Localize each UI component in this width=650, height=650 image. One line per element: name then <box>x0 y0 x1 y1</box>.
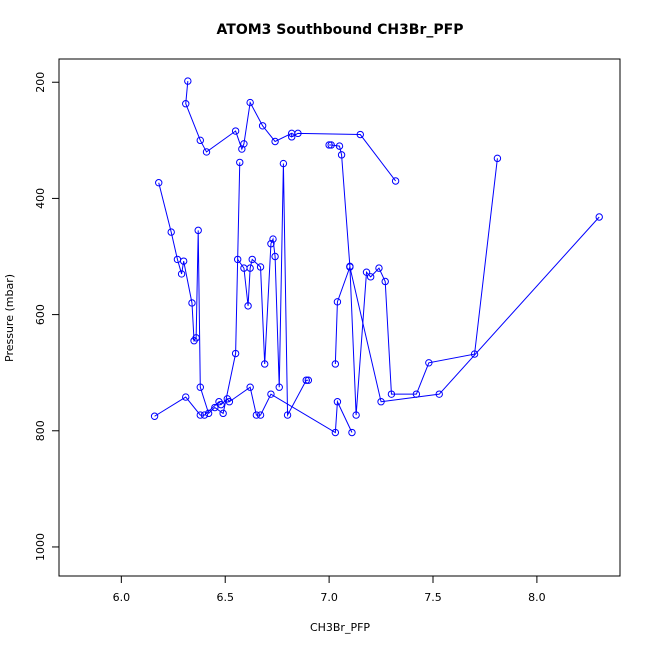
data-point-1-7 <box>366 273 375 281</box>
data-point-4-10 <box>256 411 265 419</box>
data-point-3-6 <box>261 360 269 368</box>
data-point-0-11 <box>288 133 296 141</box>
chart-title: ATOM3 Southbound CH3Br_PFP <box>217 22 464 38</box>
data-point-5-1 <box>333 298 342 306</box>
data-point-0-1 <box>182 100 190 108</box>
x-tick-label-3: 7.5 <box>424 591 442 604</box>
data-point-3-4 <box>248 255 256 264</box>
data-point-2-13 <box>231 349 240 358</box>
x-tick-label-2: 7.0 <box>320 591 338 604</box>
data-point-0-3 <box>202 148 211 156</box>
plot-area <box>150 77 603 437</box>
data-point-4-9 <box>252 411 261 419</box>
data-point-3-7 <box>267 240 275 248</box>
data-point-2-14 <box>236 158 244 167</box>
data-point-2-10 <box>204 409 213 418</box>
data-point-2-11 <box>211 403 219 412</box>
data-point-1-4 <box>387 390 396 398</box>
data-point-3-13 <box>302 376 310 384</box>
data-point-1-11 <box>337 151 346 159</box>
data-point-4-7 <box>225 398 234 406</box>
data-point-4-8 <box>246 383 254 391</box>
data-point-0-7 <box>246 98 254 107</box>
data-point-1-0 <box>493 154 502 163</box>
data-point-3-11 <box>279 159 288 168</box>
data-point-4-2 <box>196 411 204 419</box>
data-point-3-8 <box>269 235 277 243</box>
data-point-4-13 <box>333 398 342 406</box>
data-point-2-1 <box>167 228 175 236</box>
data-point-2-7 <box>192 334 200 342</box>
x-tick-label-0: 6.0 <box>113 591 131 604</box>
data-point-1-13 <box>327 141 335 149</box>
y-tick-label-0: 200 <box>34 72 47 93</box>
data-point-3-14 <box>304 376 313 384</box>
x-axis-label: CH3Br_PFP <box>310 621 370 634</box>
data-point-3-3 <box>246 264 254 272</box>
y-tick-label-4: 1000 <box>34 533 47 561</box>
data-point-2-4 <box>179 257 188 265</box>
data-point-0-13 <box>356 130 364 139</box>
data-point-0-6 <box>240 140 248 148</box>
data-point-4-3 <box>200 411 209 419</box>
y-tick-label-2: 600 <box>34 304 47 325</box>
data-point-0-9 <box>271 137 279 146</box>
data-point-4-0 <box>150 412 159 420</box>
data-point-1-5 <box>381 277 389 286</box>
series-line-0 <box>185 81 396 182</box>
x-tick-label-1: 6.5 <box>216 591 234 604</box>
data-point-2-3 <box>177 270 186 278</box>
series-line-5 <box>334 216 600 403</box>
data-point-2-0 <box>155 179 163 187</box>
data-point-1-6 <box>375 264 383 272</box>
data-point-3-12 <box>283 411 292 419</box>
data-point-2-12 <box>219 409 227 418</box>
data-point-0-12 <box>294 129 302 138</box>
data-point-1-14 <box>325 141 333 149</box>
data-point-4-5 <box>217 400 225 409</box>
data-point-4-12 <box>331 428 340 437</box>
series-line-3 <box>237 163 309 418</box>
x-axis: 6.0 6.5 7.0 7.5 8.0 <box>113 575 546 604</box>
data-point-0-0 <box>184 77 192 85</box>
data-point-2-5 <box>188 299 196 307</box>
y-tick-label-1: 400 <box>34 188 47 209</box>
data-point-1-1 <box>470 350 479 358</box>
data-point-5-2 <box>346 263 354 271</box>
data-point-5-0 <box>331 360 340 368</box>
data-point-1-8 <box>362 268 371 276</box>
data-point-3-10 <box>275 383 283 391</box>
x-tick-label-4: 8.0 <box>528 591 546 604</box>
data-point-3-9 <box>271 252 279 261</box>
data-point-1-12 <box>335 142 344 150</box>
data-point-0-14 <box>391 177 400 185</box>
data-point-0-2 <box>196 136 204 145</box>
y-tick-label-3: 800 <box>34 420 47 441</box>
data-point-5-4 <box>435 390 443 398</box>
data-point-4-1 <box>182 393 190 401</box>
y-axis: 200 400 600 800 1000 <box>34 72 60 561</box>
data-point-4-14 <box>348 428 356 437</box>
data-point-1-2 <box>425 359 433 367</box>
data-point-3-2 <box>244 302 252 310</box>
data-point-0-8 <box>258 122 267 130</box>
data-point-1-9 <box>352 411 360 419</box>
data-point-2-9 <box>196 383 204 391</box>
data-point-0-4 <box>231 127 240 135</box>
data-point-4-11 <box>267 390 275 398</box>
data-point-5-5 <box>595 213 603 221</box>
data-point-3-5 <box>256 263 265 271</box>
y-axis-label: Pressure (mbar) <box>3 274 16 362</box>
data-point-2-8 <box>194 226 202 235</box>
data-point-5-3 <box>377 398 385 406</box>
data-point-3-0 <box>233 255 242 264</box>
